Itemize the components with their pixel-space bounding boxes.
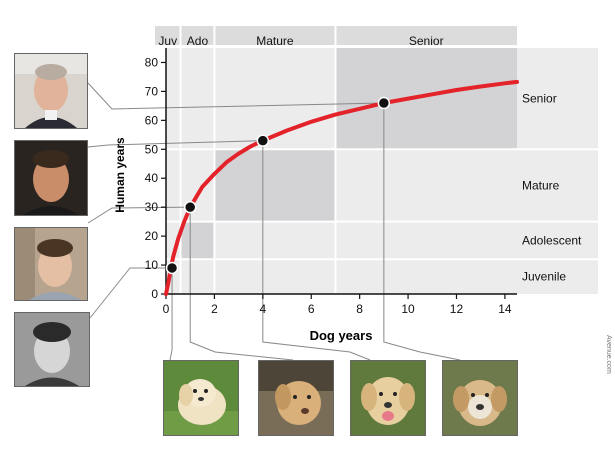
stage-overlap-ado: [180, 221, 215, 260]
dog-stage-label-ado: Ado: [187, 34, 209, 48]
milestone-point: [256, 134, 270, 147]
x-tick-label: 12: [450, 302, 464, 316]
stage-overlap-senior: [335, 48, 517, 150]
dog-stage-label-juv: Juv: [158, 34, 177, 48]
dog-photo-mature: [350, 360, 426, 436]
human-stage-label-adolescent: Adolescent: [522, 233, 582, 247]
y-axis-label: Human years: [113, 137, 127, 213]
x-tick-label: 6: [308, 302, 315, 316]
face-connector-line: [87, 82, 384, 110]
x-tick-label: 8: [356, 302, 363, 316]
human-stage-label-juvenile: Juvenile: [522, 270, 566, 284]
face-connector-line: [89, 267, 173, 319]
dog-photo-adolescent: [258, 360, 334, 436]
x-tick-label: 10: [401, 302, 415, 316]
y-tick-label: 70: [145, 84, 159, 98]
milestone-point: [165, 261, 179, 275]
chart-background: [166, 26, 598, 294]
portrait-photo-senior: [14, 53, 88, 129]
y-tick-label: 80: [145, 55, 159, 69]
age-curve-line: [164, 79, 519, 296]
y-tick-label: 60: [145, 113, 159, 127]
dog-stage-header: Juv Ado Mature Senior: [155, 26, 517, 48]
dog-connector-line: [189, 207, 294, 361]
y-tick-label: 40: [145, 171, 159, 185]
x-tick-label: 14: [498, 302, 512, 316]
portrait-photo-mature: [14, 140, 88, 216]
y-tick-label: 20: [145, 229, 159, 243]
human-stage-label-senior: Senior: [522, 92, 557, 106]
portrait-photo-juvenile: [14, 312, 90, 387]
milestone-point: [183, 200, 197, 214]
connector-lines: [87, 82, 461, 361]
stage-overlap-mature: [214, 149, 336, 222]
dog-stage-label-mature: Mature: [256, 34, 294, 48]
dog-connector-line: [262, 140, 371, 361]
human-stage-labels: Juvenile Adolescent Mature Senior: [522, 92, 582, 284]
human-stage-label-mature: Mature: [522, 178, 560, 192]
y-tick-label: 0: [151, 287, 158, 301]
axes: 0 10 20 30 40 50 60 70 80 0 2 4 6 8 10 12 14: [145, 48, 517, 316]
image-credit: Avenue.com: [605, 335, 612, 374]
x-tick-label: 0: [163, 302, 170, 316]
x-tick-label: 4: [259, 302, 266, 316]
dog-stage-label-senior: Senior: [409, 34, 444, 48]
dog-photo-senior: [442, 360, 518, 436]
milestone-point: [377, 96, 391, 110]
y-tick-label: 10: [145, 258, 159, 272]
dog-connector-line: [383, 102, 461, 361]
x-tick-label: 2: [211, 302, 218, 316]
x-axis-label: Dog years: [310, 328, 373, 343]
y-tick-label: 30: [145, 200, 159, 214]
dog-photo-puppy: [163, 360, 239, 436]
dog-connector-line: [169, 267, 173, 361]
milestone-points: [165, 96, 391, 275]
age-curve: [164, 79, 519, 296]
face-connector-line: [87, 140, 263, 148]
y-tick-label: 50: [145, 142, 159, 156]
portrait-photo-adolescent: [14, 227, 88, 301]
